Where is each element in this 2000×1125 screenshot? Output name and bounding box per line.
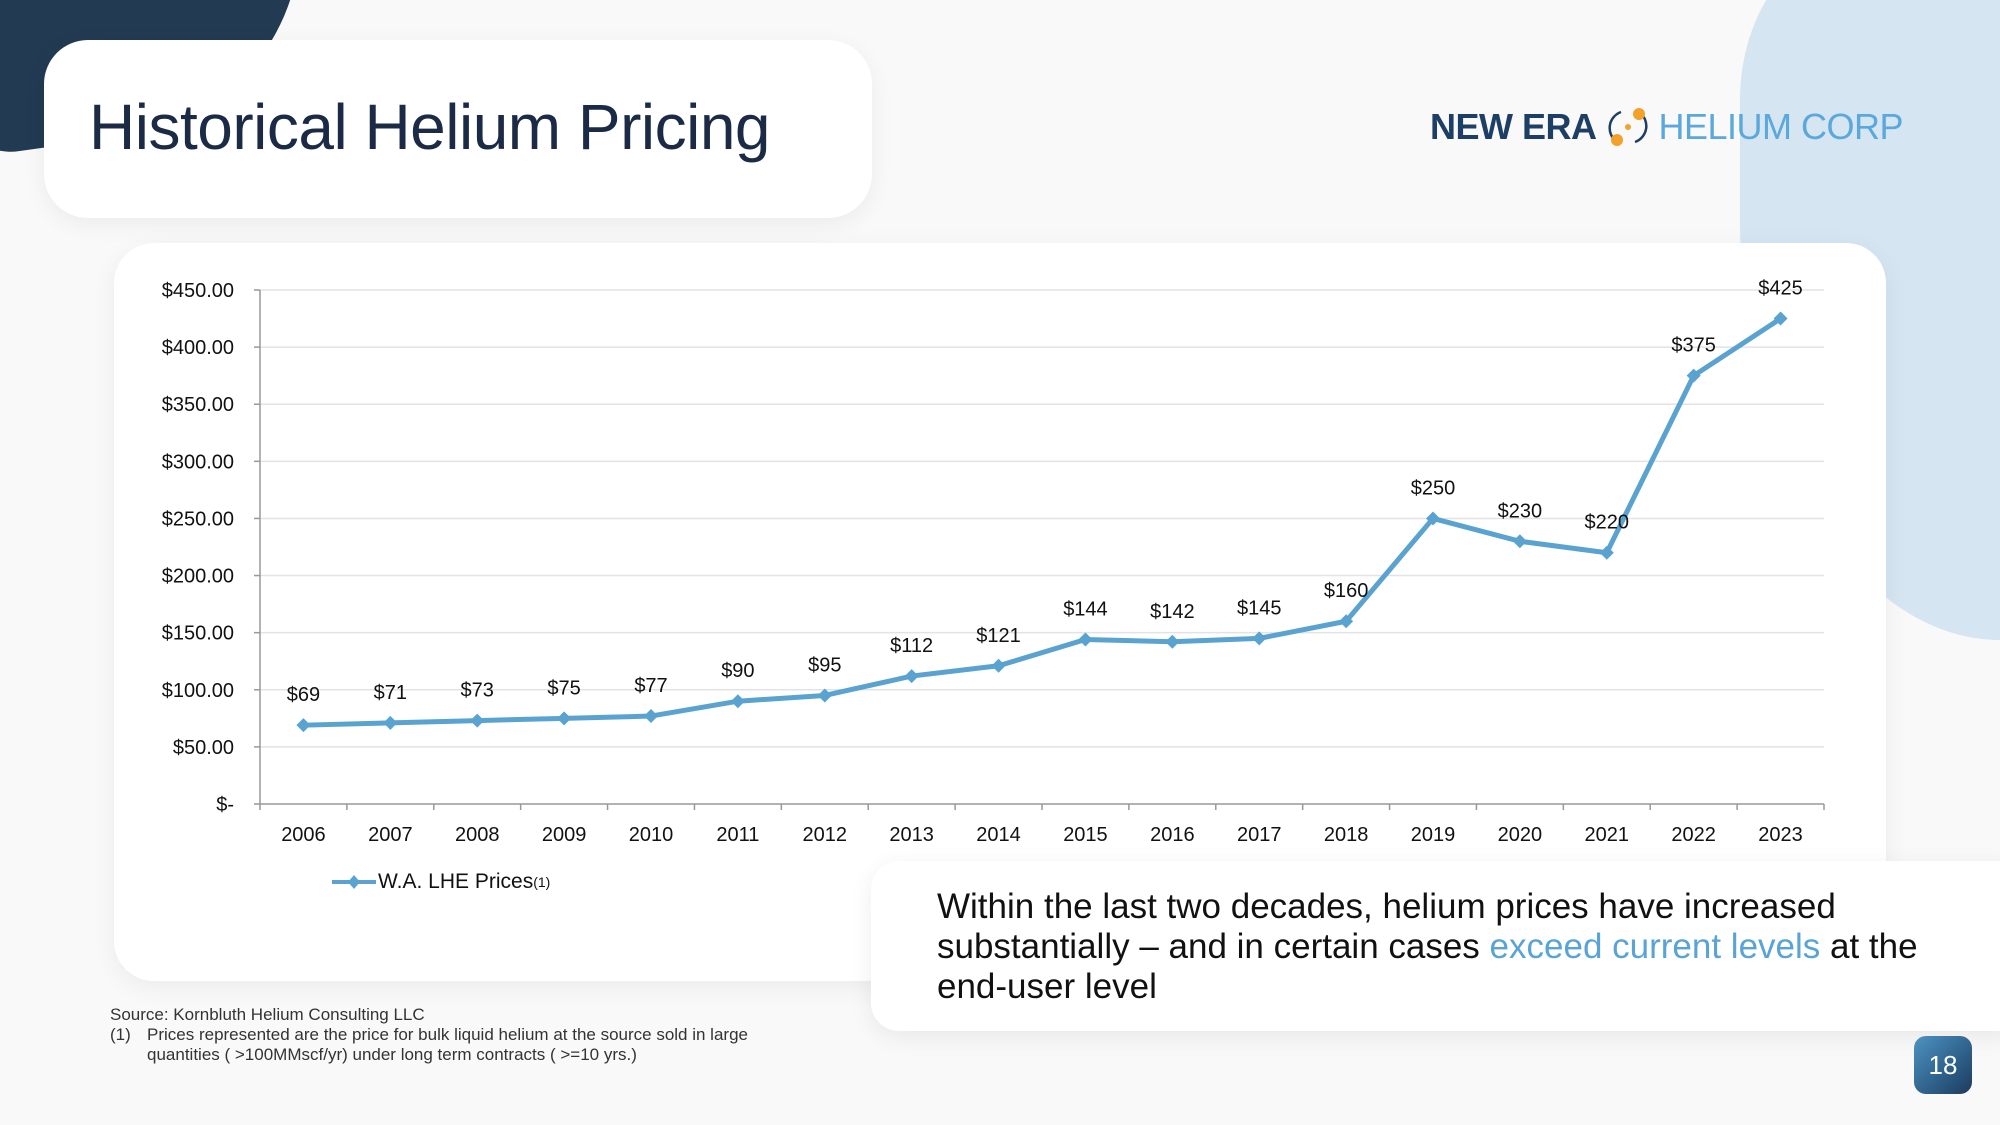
data-label: $69	[287, 684, 320, 706]
logo-text-helium-corp: HELIUM CORP	[1658, 106, 1904, 147]
x-tick-label: 2021	[1585, 824, 1630, 846]
y-tick-label: $450.00	[162, 280, 234, 302]
atom-orbit-icon	[1607, 108, 1648, 146]
data-point-marker	[817, 688, 832, 703]
x-tick-label: 2016	[1150, 824, 1195, 846]
chart-legend: W.A. LHE Prices (1)	[330, 870, 550, 894]
callout-text: Within the last two decades, helium pric…	[937, 887, 1937, 1007]
x-tick-label: 2022	[1671, 824, 1716, 846]
y-tick-label: $-	[216, 794, 234, 816]
data-label: $112	[890, 635, 933, 657]
title-card: Historical Helium Pricing	[44, 40, 872, 218]
x-tick-label: 2017	[1237, 824, 1282, 846]
y-tick-label: $150.00	[162, 623, 234, 645]
data-point-marker	[296, 718, 311, 733]
data-label: $71	[374, 682, 407, 704]
x-tick-label: 2009	[542, 824, 587, 846]
data-point-marker	[383, 715, 398, 730]
y-tick-label: $100.00	[162, 680, 234, 702]
data-point-marker	[470, 713, 485, 728]
x-tick-label: 2006	[281, 824, 326, 846]
callout-text-part2: at the end-user level	[937, 927, 1918, 1006]
x-tick-label: 2012	[803, 824, 848, 846]
data-label: $73	[461, 680, 494, 702]
page-number-badge: 18	[1914, 1036, 1972, 1094]
data-label: $142	[1150, 601, 1195, 623]
data-point-marker	[1599, 545, 1614, 560]
y-tick-label: $250.00	[162, 508, 234, 530]
data-label: $95	[808, 654, 841, 676]
legend-footnote-ref: (1)	[533, 874, 551, 890]
y-tick-label: $300.00	[162, 451, 234, 473]
y-tick-label: $400.00	[162, 337, 234, 359]
data-point-marker	[1078, 632, 1093, 647]
data-point-marker	[1512, 534, 1527, 549]
data-label: $230	[1498, 500, 1543, 522]
data-label: $77	[634, 675, 667, 697]
x-tick-label: 2007	[368, 824, 413, 846]
data-label: $145	[1237, 597, 1282, 619]
data-point-marker	[1339, 614, 1354, 629]
y-tick-label: $350.00	[162, 394, 234, 416]
data-point-marker	[1686, 368, 1701, 383]
data-label: $144	[1063, 599, 1108, 621]
y-tick-label: $50.00	[173, 737, 234, 759]
x-tick-label: 2011	[716, 824, 759, 846]
data-label: $250	[1411, 477, 1456, 499]
x-tick-label: 2008	[455, 824, 500, 846]
chart-card: $- $50.00 $100.00 $150.00 $200.00 $250.00 $300…	[114, 243, 1886, 981]
data-label: $220	[1585, 512, 1630, 534]
data-label: $160	[1324, 580, 1369, 602]
data-point-marker	[557, 711, 572, 726]
footnote-line-2: quantities ( >100MMscf/yr) under long te…	[147, 1045, 637, 1064]
x-tick-label: 2013	[889, 824, 934, 846]
callout-box: Within the last two decades, helium pric…	[871, 861, 2000, 1031]
legend-series-marker	[332, 875, 376, 889]
legend-label: W.A. LHE Prices	[378, 870, 534, 893]
data-label: $375	[1671, 335, 1716, 357]
footnote-number: (1)	[110, 1025, 131, 1044]
data-point-marker	[1773, 311, 1788, 326]
data-point-marker	[904, 669, 919, 684]
data-point-marker	[1165, 634, 1180, 649]
x-tick-label: 2014	[976, 824, 1021, 846]
price-line-chart: $- $50.00 $100.00 $150.00 $200.00 $250.00 $300…	[162, 278, 1825, 846]
x-tick-label: 2020	[1498, 824, 1543, 846]
page-title: Historical Helium Pricing	[89, 91, 771, 163]
data-point-marker	[1426, 511, 1440, 526]
data-point-marker	[730, 694, 745, 709]
x-tick-label: 2010	[629, 824, 674, 846]
footnote-line-1: Prices represented are the price for bul…	[147, 1025, 748, 1044]
logo-text-new-era: NEW ERA	[1430, 106, 1597, 147]
callout-highlight: exceed current levels	[1489, 927, 1821, 966]
data-label: $90	[721, 660, 754, 682]
data-label: $75	[547, 677, 580, 699]
data-label: $121	[976, 625, 1021, 647]
data-point-marker	[1252, 631, 1267, 646]
x-tick-label: 2018	[1324, 824, 1369, 846]
x-tick-label: 2019	[1411, 824, 1456, 846]
y-tick-label: $200.00	[162, 566, 234, 588]
series-line	[303, 316, 1782, 728]
data-label: $425	[1758, 278, 1803, 300]
footnote-source: Source: Kornbluth Helium Consulting LLC	[110, 1005, 425, 1024]
company-logo: NEW ERA HELIUM CORP	[1430, 102, 1904, 152]
x-tick-label: 2023	[1758, 824, 1803, 846]
footnote: Source: Kornbluth Helium Consulting LLC …	[110, 1005, 748, 1065]
data-point-marker	[991, 658, 1006, 673]
x-tick-label: 2015	[1063, 824, 1108, 846]
callout-text-part1: Within the last two decades, helium pric…	[937, 887, 1836, 966]
data-point-marker	[644, 709, 658, 724]
